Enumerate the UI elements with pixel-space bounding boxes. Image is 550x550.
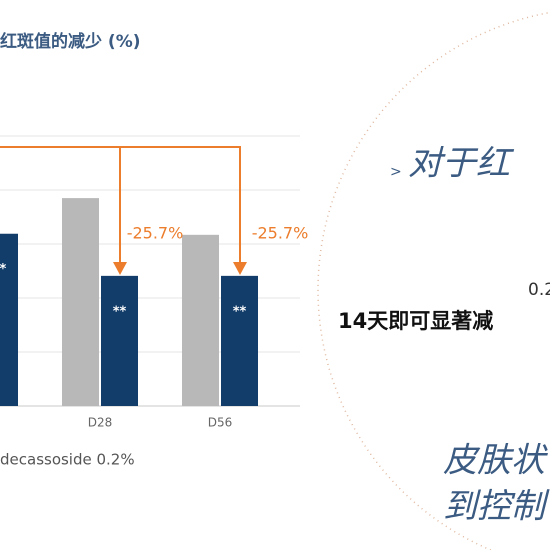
annotation: -25.7%	[252, 224, 309, 243]
side-line: 皮肤状	[443, 441, 548, 481]
bar	[0, 233, 18, 406]
side-heading: 对于红	[408, 144, 515, 184]
side-line: 到控制	[443, 487, 550, 527]
bar	[182, 234, 219, 406]
bullet: >	[390, 164, 402, 180]
arrow-head	[233, 262, 247, 275]
bar	[101, 275, 138, 406]
dotted-arc	[317, 11, 550, 550]
chart-title: 红斑值的减少 (%)	[0, 31, 141, 52]
x-tick-label: D56	[208, 416, 233, 430]
bar	[62, 198, 99, 406]
value-label: **	[113, 304, 127, 319]
annotation: -25.7%	[127, 224, 184, 243]
plot: ** ** ** D28 D56	[0, 135, 300, 430]
arrow-head	[113, 262, 127, 275]
legend-entry: decassoside 0.2%	[0, 451, 135, 469]
value-label: **	[0, 262, 6, 277]
bar	[221, 275, 258, 406]
value-label: **	[233, 304, 247, 319]
x-tick-label: D28	[88, 416, 113, 430]
arrows	[0, 146, 241, 268]
side-claim: 14天即可显著减	[338, 309, 493, 333]
side-number: 0.2	[528, 280, 550, 300]
